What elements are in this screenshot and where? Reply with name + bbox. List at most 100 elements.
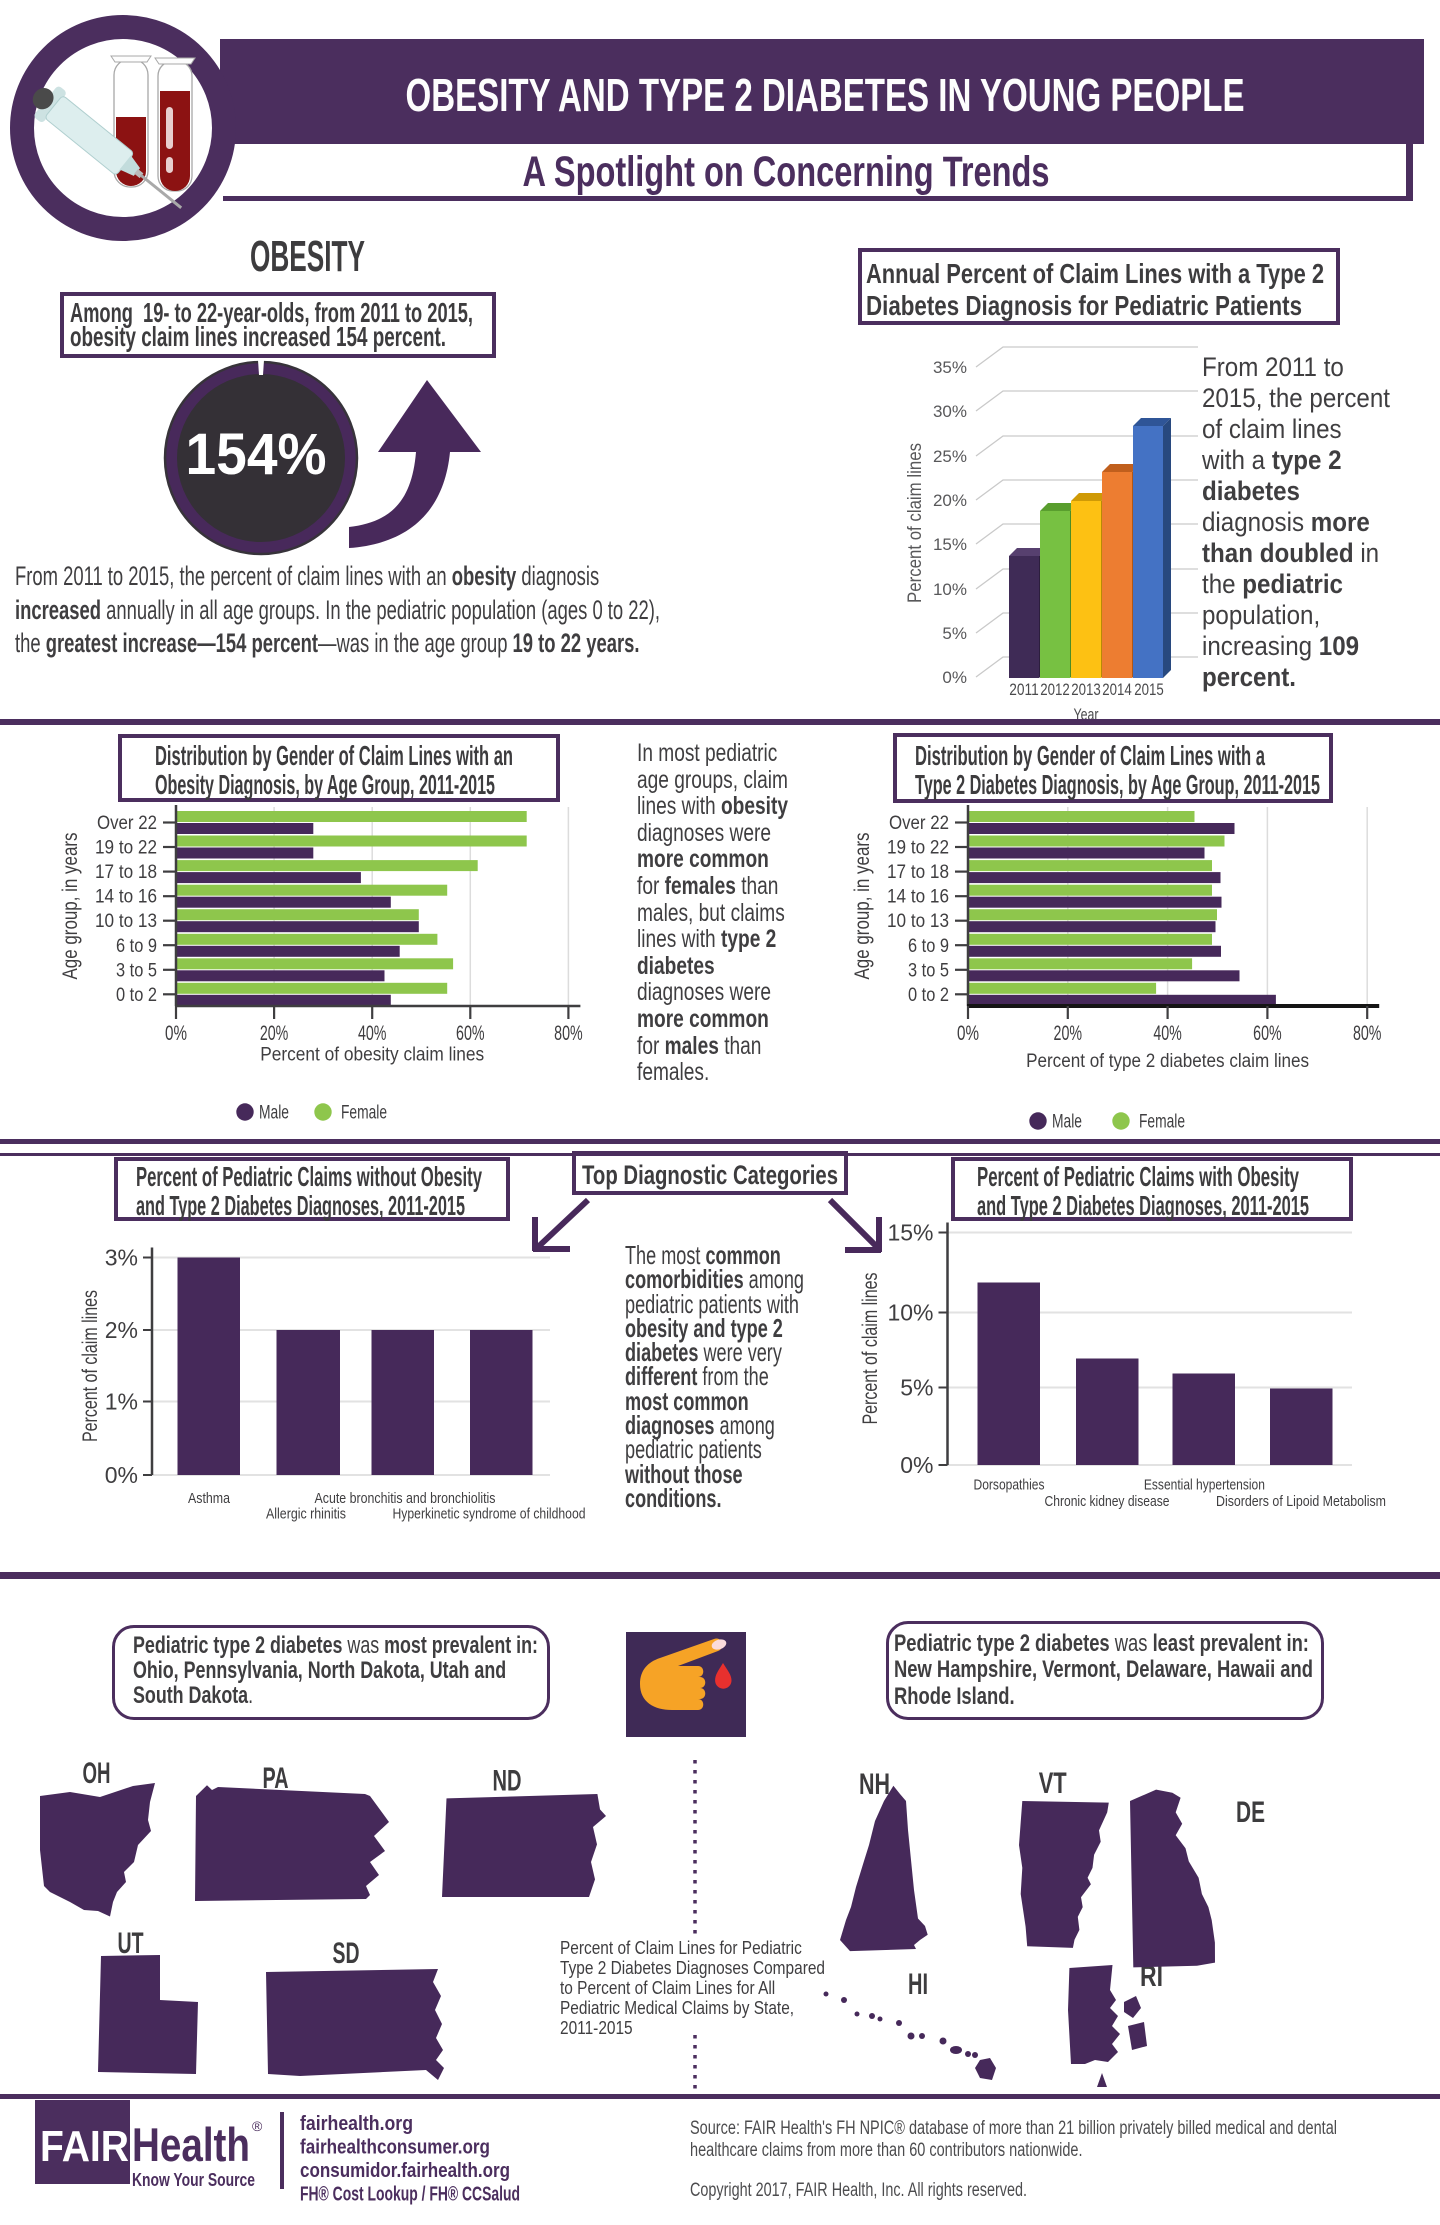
- svg-text:Percent of Pediatric Claims wi: Percent of Pediatric Claims with Obesity: [977, 1161, 1299, 1192]
- svg-text:2014: 2014: [1102, 680, 1132, 699]
- svg-text:FAIR: FAIR: [40, 2122, 129, 2171]
- svg-text:Hyperkinetic syndrome of child: Hyperkinetic syndrome of childhood: [393, 1506, 586, 1523]
- svg-text:Health: Health: [132, 2118, 250, 2171]
- svg-text:SD: SD: [333, 1937, 360, 1970]
- svg-text:0%: 0%: [942, 668, 967, 687]
- svg-text:30%: 30%: [933, 402, 967, 421]
- svg-text:consumidor.fairhealth.org: consumidor.fairhealth.org: [300, 2160, 510, 2182]
- svg-text:2015: 2015: [1134, 680, 1164, 699]
- svg-text:15%: 15%: [933, 535, 967, 554]
- svg-text:10 to 13: 10 to 13: [95, 911, 157, 932]
- svg-text:Percent of claim lines: Percent of claim lines: [905, 443, 926, 603]
- svg-text:6 to 9: 6 to 9: [116, 936, 157, 957]
- svg-text:0 to 2: 0 to 2: [116, 985, 157, 1006]
- svg-text:NH: NH: [859, 1768, 890, 1801]
- svg-text:fairhealth.org: fairhealth.org: [300, 2113, 413, 2135]
- svg-text:HI: HI: [908, 1968, 928, 2001]
- svg-text:®: ®: [252, 2118, 263, 2134]
- svg-text:15%: 15%: [887, 1220, 933, 1246]
- svg-text:60%: 60%: [456, 1022, 485, 1045]
- svg-text:Know Your Source: Know Your Source: [132, 2170, 255, 2190]
- svg-text:80%: 80%: [1353, 1022, 1382, 1045]
- svg-text:Female: Female: [1139, 1112, 1185, 1133]
- svg-text:UT: UT: [118, 1927, 144, 1960]
- svg-text:OBESITY AND TYPE 2 DIABETES IN: OBESITY AND TYPE 2 DIABETES IN YOUNG PEO…: [406, 69, 1245, 121]
- svg-text:1%: 1%: [105, 1389, 138, 1415]
- svg-text:6 to 9: 6 to 9: [908, 936, 949, 957]
- svg-text:Top Diagnostic Categories: Top Diagnostic Categories: [582, 1160, 838, 1190]
- svg-text:0%: 0%: [900, 1452, 933, 1478]
- svg-text:obesity claim lines increased: obesity claim lines increased 154 percen…: [70, 321, 446, 352]
- svg-text:40%: 40%: [1153, 1022, 1182, 1045]
- svg-text:RI: RI: [1140, 1960, 1163, 1993]
- svg-text:0%: 0%: [957, 1022, 979, 1045]
- svg-text:Percent of Pediatric Claims wi: Percent of Pediatric Claims without Obes…: [136, 1161, 482, 1192]
- svg-text:Age group, in years: Age group, in years: [851, 833, 874, 980]
- svg-text:Among 19- to 22-year-olds, fr: Among 19- to 22-year-olds, from 2011 to …: [70, 297, 473, 328]
- svg-text:17 to 18: 17 to 18: [95, 862, 157, 883]
- svg-text:Distribution by Gender of Clai: Distribution by Gender of Claim Lines wi…: [155, 740, 513, 771]
- svg-text:0 to 2: 0 to 2: [908, 985, 949, 1006]
- svg-text:Percent of type 2 diabetes cla: Percent of type 2 diabetes claim lines: [1026, 1051, 1309, 1072]
- svg-text:10%: 10%: [933, 580, 967, 599]
- svg-text:35%: 35%: [933, 358, 967, 377]
- svg-text:Percent of obesity claim lines: Percent of obesity claim lines: [260, 1045, 484, 1066]
- svg-text:ND: ND: [493, 1765, 522, 1798]
- svg-text:Acute bronchitis and bronchiol: Acute bronchitis and bronchiolitis: [315, 1490, 496, 1507]
- svg-text:10%: 10%: [887, 1300, 933, 1326]
- svg-text:0%: 0%: [105, 1462, 138, 1488]
- svg-text:40%: 40%: [358, 1022, 387, 1045]
- svg-text:2%: 2%: [105, 1317, 138, 1343]
- svg-text:20%: 20%: [933, 491, 967, 510]
- svg-text:2012: 2012: [1040, 680, 1070, 699]
- svg-text:OBESITY: OBESITY: [250, 232, 365, 281]
- svg-text:Type 2 Diabetes Diagnosis, by: Type 2 Diabetes Diagnosis, by Age Group,…: [915, 769, 1320, 800]
- svg-text:Chronic kidney disease: Chronic kidney disease: [1045, 1493, 1170, 1510]
- svg-text:19 to 22: 19 to 22: [95, 838, 157, 859]
- svg-text:Over 22: Over 22: [97, 813, 157, 834]
- svg-text:Asthma: Asthma: [188, 1490, 231, 1507]
- svg-text:17 to 18: 17 to 18: [887, 862, 949, 883]
- svg-text:FH® Cost Lookup / FH® CCSalud: FH® Cost Lookup / FH® CCSalud: [300, 2184, 520, 2206]
- svg-text:Percent of claim lines: Percent of claim lines: [79, 1290, 102, 1442]
- svg-text:Obesity Diagnosis, by Age Grou: Obesity Diagnosis, by Age Group, 2011-20…: [155, 769, 495, 800]
- svg-text:20%: 20%: [260, 1022, 289, 1045]
- svg-text:and Type 2 Diabetes Diagnoses,: and Type 2 Diabetes Diagnoses, 2011-2015: [977, 1190, 1309, 1221]
- svg-text:5%: 5%: [900, 1375, 933, 1401]
- svg-text:Annual Percent of Claim Lines: Annual Percent of Claim Lines with a Typ…: [866, 258, 1324, 289]
- svg-text:VT: VT: [1039, 1767, 1067, 1800]
- svg-text:Percent of claim lines: Percent of claim lines: [859, 1273, 882, 1425]
- svg-text:2011: 2011: [1009, 680, 1039, 699]
- svg-text:14 to 16: 14 to 16: [95, 887, 157, 908]
- svg-text:5%: 5%: [942, 624, 967, 643]
- svg-text:154%: 154%: [186, 422, 327, 487]
- svg-text:Diabetes Diagnosis for Pediatr: Diabetes Diagnosis for Pediatric Patient…: [866, 290, 1302, 321]
- svg-text:Allergic rhinitis: Allergic rhinitis: [266, 1506, 346, 1523]
- svg-text:10 to 13: 10 to 13: [887, 911, 949, 932]
- svg-text:60%: 60%: [1253, 1022, 1282, 1045]
- svg-text:and Type 2 Diabetes Diagnoses,: and Type 2 Diabetes Diagnoses, 2011-2015: [136, 1190, 465, 1221]
- svg-text:DE: DE: [1236, 1796, 1265, 1829]
- svg-text:A Spotlight on Concerning Tren: A Spotlight on Concerning Trends: [523, 148, 1050, 196]
- svg-text:2013: 2013: [1071, 680, 1101, 699]
- svg-text:OH: OH: [83, 1757, 111, 1790]
- svg-text:fairhealthconsumer.org: fairhealthconsumer.org: [300, 2137, 490, 2159]
- svg-text:Distribution by Gender of Clai: Distribution by Gender of Claim Lines wi…: [915, 740, 1265, 771]
- svg-text:Disorders of Lipoid Metabolism: Disorders of Lipoid Metabolism: [1216, 1493, 1386, 1510]
- svg-text:80%: 80%: [554, 1022, 583, 1045]
- svg-text:Dorsopathies: Dorsopathies: [974, 1477, 1045, 1494]
- svg-text:20%: 20%: [1054, 1022, 1083, 1045]
- svg-text:Essential hypertension: Essential hypertension: [1144, 1477, 1265, 1494]
- svg-text:3 to 5: 3 to 5: [908, 960, 949, 981]
- svg-text:Age group, in years: Age group, in years: [59, 833, 82, 980]
- svg-text:Male: Male: [259, 1103, 289, 1124]
- svg-text:Male: Male: [1052, 1112, 1082, 1133]
- svg-text:3 to 5: 3 to 5: [116, 960, 157, 981]
- svg-text:25%: 25%: [933, 447, 967, 466]
- svg-text:0%: 0%: [165, 1022, 187, 1045]
- svg-text:3%: 3%: [105, 1245, 138, 1271]
- svg-text:Over 22: Over 22: [889, 813, 949, 834]
- svg-text:14 to 16: 14 to 16: [887, 887, 949, 908]
- svg-text:Female: Female: [341, 1103, 387, 1124]
- svg-text:19 to 22: 19 to 22: [887, 838, 949, 859]
